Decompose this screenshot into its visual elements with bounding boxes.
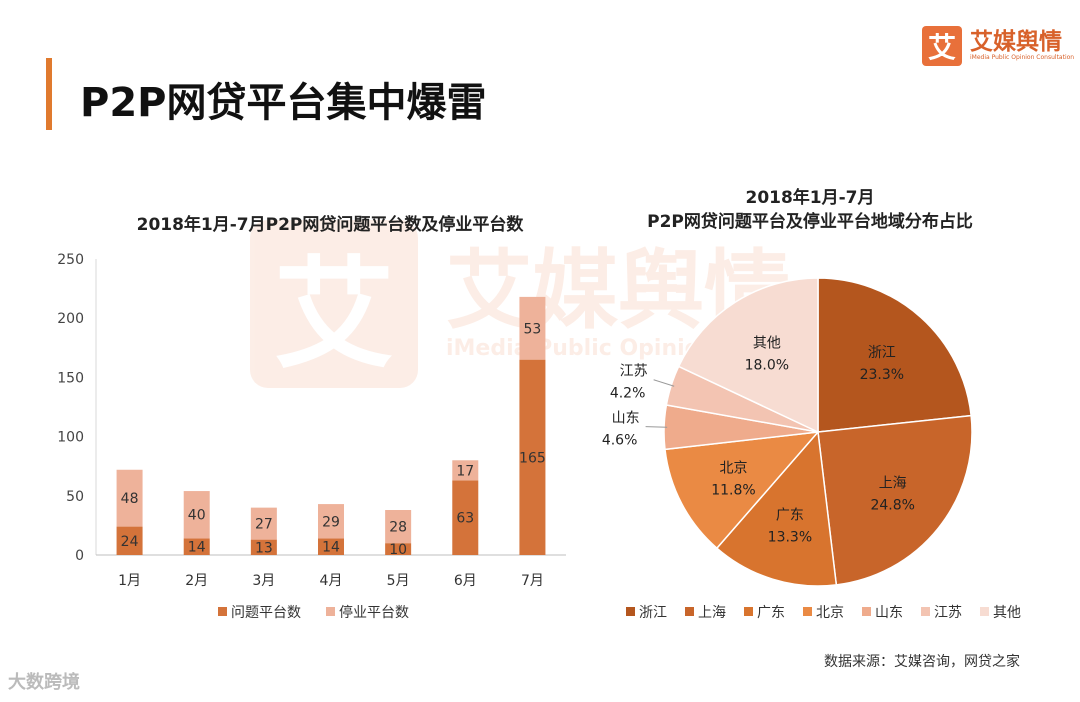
bar-suspended	[452, 460, 479, 481]
x-tick-label: 1月	[118, 573, 141, 589]
x-tick-label: 4月	[320, 573, 343, 589]
data-label-problem: 165	[519, 450, 546, 466]
pie-chart-title-line-1: 2018年1月-7月	[745, 188, 875, 208]
legend-label-suspended: 停业平台数	[339, 604, 409, 621]
bar-problem	[183, 538, 210, 555]
pie-leader-line	[653, 379, 675, 387]
data-label-suspended: 28	[389, 520, 407, 536]
data-label-suspended: 53	[524, 321, 542, 337]
x-tick-label: 7月	[521, 573, 544, 589]
pie-label-name: 其他	[753, 335, 781, 351]
pie-label-name: 上海	[879, 475, 907, 491]
pie-label-percent: 4.6%	[602, 433, 638, 449]
x-tick-label: 3月	[252, 573, 275, 589]
pie-chart-title: 2018年1月-7月 P2P网贷问题平台及停业平台地域分布占比	[600, 186, 1020, 234]
pie-label-name: 江苏	[620, 364, 648, 380]
pie-legend-swatch	[921, 607, 930, 616]
data-label-suspended: 48	[121, 491, 139, 507]
bar-suspended	[183, 491, 210, 539]
pie-legend-label: 广东	[757, 605, 785, 621]
pie-label-name: 广东	[776, 507, 804, 523]
x-tick-label: 2月	[185, 573, 208, 589]
bar-suspended	[116, 469, 143, 527]
bar-problem	[385, 543, 412, 555]
pie-slice	[817, 277, 972, 433]
page-title: P2P网贷平台集中爆雷	[80, 80, 487, 126]
data-label-suspended: 27	[255, 517, 273, 533]
bar-chart-title: 2018年1月-7月P2P网贷问题平台数及停业平台数	[136, 215, 524, 235]
pie-label-name: 北京	[719, 460, 747, 476]
data-label-suspended: 29	[322, 514, 340, 530]
corner-watermark: 大数跨境	[8, 672, 80, 693]
pie-legend-label: 山东	[875, 605, 903, 621]
pie-legend-swatch	[862, 607, 871, 616]
pie-legend-swatch	[803, 607, 812, 616]
pie-legend-swatch	[980, 607, 989, 616]
pie-legend-label: 北京	[816, 605, 844, 621]
pie-label-percent: 18.0%	[745, 357, 789, 373]
bar-problem	[116, 526, 143, 555]
pie-leader-line	[645, 426, 668, 428]
pie-legend-swatch	[685, 607, 694, 616]
bar-problem	[519, 359, 546, 555]
logo-mark-icon: 艾	[922, 26, 962, 66]
data-label-problem: 63	[456, 511, 474, 527]
bar-suspended	[250, 507, 277, 540]
pie-label-percent: 23.3%	[860, 367, 904, 383]
legend-swatch-problem	[218, 607, 227, 616]
data-label-problem: 14	[188, 540, 206, 556]
bar-suspended	[385, 510, 412, 544]
y-tick-label: 0	[75, 548, 84, 564]
pie-label-percent: 24.8%	[870, 497, 914, 513]
legend-label-problem: 问题平台数	[231, 605, 301, 621]
brand-logo: 艾 艾媒舆情 iMedia Public Opinion Consultatio…	[922, 26, 1074, 66]
pie-label-percent: 4.2%	[610, 386, 646, 402]
bar-suspended	[519, 296, 546, 360]
y-tick-label: 50	[66, 489, 84, 505]
logo-name: 艾媒舆情	[970, 29, 1062, 55]
logo-subtext: iMedia Public Opinion Consultation	[970, 54, 1075, 61]
data-label-suspended: 17	[456, 463, 474, 479]
pie-slice	[715, 430, 838, 587]
pie-slice	[677, 277, 819, 434]
data-label-problem: 10	[389, 542, 407, 558]
pie-slice	[664, 431, 820, 550]
pie-legend-label: 其他	[993, 605, 1021, 621]
pie-label-percent: 11.8%	[711, 482, 755, 498]
pie-legend-label: 江苏	[934, 605, 962, 621]
data-label-problem: 24	[121, 534, 139, 550]
pie-label-name: 山东	[612, 411, 640, 427]
bar-problem	[250, 539, 277, 555]
pie-label-percent: 13.3%	[768, 529, 812, 545]
pie-legend-swatch	[744, 607, 753, 616]
x-tick-label: 5月	[387, 573, 410, 589]
data-label-problem: 14	[322, 540, 340, 556]
y-tick-label: 100	[57, 430, 84, 446]
pie-chart-title-line-2: P2P网贷问题平台及停业平台地域分布占比	[647, 212, 973, 232]
y-tick-label: 150	[57, 370, 84, 386]
pie-slice	[817, 414, 973, 586]
bar-suspended	[318, 504, 344, 539]
pie-legend-label: 浙江	[639, 605, 667, 621]
pie-legend-label: 上海	[698, 605, 726, 621]
bar-problem	[452, 480, 479, 555]
y-tick-label: 250	[57, 252, 84, 268]
pie-legend-swatch	[626, 607, 635, 616]
data-source-note: 数据来源：艾媒咨询，网贷之家	[824, 654, 1020, 670]
title-accent-bar	[46, 58, 52, 130]
x-tick-label: 6月	[454, 573, 477, 589]
y-tick-label: 200	[57, 311, 84, 327]
pie-label-name: 浙江	[868, 345, 896, 361]
bar-problem	[318, 538, 344, 555]
data-label-suspended: 40	[188, 508, 206, 524]
data-label-problem: 13	[255, 540, 273, 556]
legend-swatch-suspended	[326, 607, 335, 616]
